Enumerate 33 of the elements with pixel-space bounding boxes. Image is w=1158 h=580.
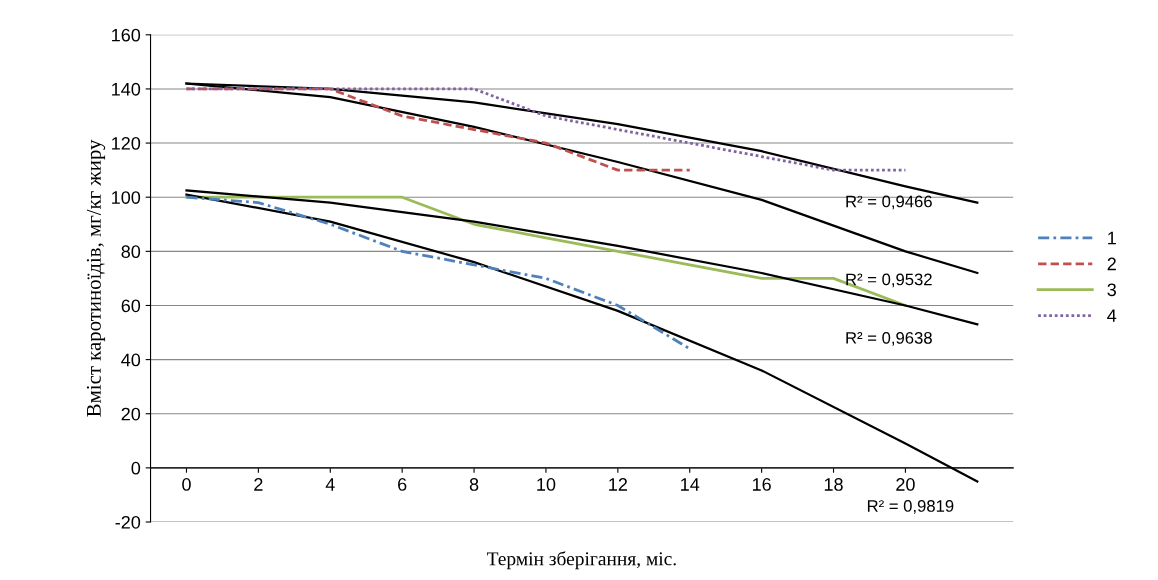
x-tick-label: 0: [182, 478, 191, 491]
x-tick-label: 8: [469, 478, 479, 491]
y-tick-label: 100: [112, 191, 141, 204]
y-tick-label: 60: [121, 299, 141, 313]
line-series: [185, 195, 692, 351]
x-tick-label: 2: [254, 478, 263, 491]
legend-label: 4: [1107, 309, 1117, 322]
x-tick-label: 14: [681, 478, 700, 491]
annotation: R² = 0,9819: [867, 500, 954, 514]
x-tick-label: 18: [824, 478, 843, 491]
annotation: R² = 0,9532: [846, 273, 932, 288]
y-tick-label: 20: [121, 407, 141, 421]
y-tick-label: 40: [121, 353, 141, 367]
x-tick-label: 10: [537, 478, 556, 491]
y-tick-label: 140: [112, 82, 141, 96]
annotation: R² = 0,9638: [846, 331, 932, 346]
y-tick-label: 120: [112, 137, 141, 150]
x-tick-label: 20: [896, 478, 915, 491]
x-tick-label: 4: [325, 478, 335, 491]
y-tick-label: 160: [112, 28, 141, 42]
y-tick-label: 0: [131, 461, 141, 475]
legend-label: 2: [1107, 257, 1116, 271]
y-tick-label: -20: [115, 515, 141, 529]
x-tick-label: 6: [398, 478, 407, 491]
annotation: R² = 0,9466: [846, 195, 932, 210]
y-tick-label: 80: [121, 245, 141, 259]
x-tick-label: 16: [752, 478, 771, 491]
x-axis-title: Термін зберігання, міс.: [486, 551, 676, 570]
line-series: [185, 87, 907, 172]
x-tick-label: 12: [609, 478, 627, 491]
legend-label: 1: [1108, 231, 1116, 245]
legend-label: 3: [1107, 283, 1116, 297]
y-axis-title: Вміст каротиноїдів, мг/кг жиру: [86, 139, 106, 417]
